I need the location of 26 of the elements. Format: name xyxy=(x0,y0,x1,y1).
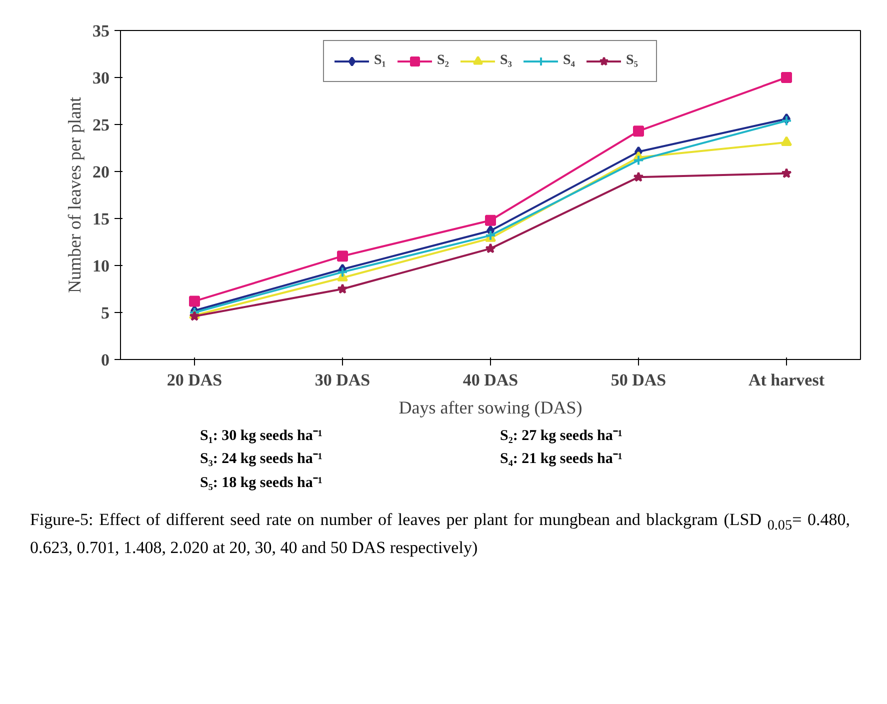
text: S₂: 27 kg seeds ha⁻¹ xyxy=(500,427,624,446)
legend-label: S₄ xyxy=(563,53,576,69)
text: S₄: 21 kg seeds ha⁻¹ xyxy=(500,450,624,470)
text: Figure-5: Effect of different seed rate on number of leaves per plant for mungbean and blackgram (LSD $_{0.05}$= 0.480, 0.623, 0.701, 1.408, 2.020 at 20, 30, 40 and 50 DAS respectively) xyxy=(30,510,850,557)
x-axis-title: Days after sowing (DAS) xyxy=(398,398,582,418)
text: S₅: 18 kg seeds ha⁻¹ xyxy=(200,474,324,493)
legend-label: S₃ xyxy=(500,53,513,69)
y-tick-label: 35 xyxy=(92,22,110,40)
y-tick-label: 15 xyxy=(92,210,110,228)
x-tick-label: At harvest xyxy=(748,370,825,390)
y-tick-label: 0 xyxy=(101,350,110,370)
text: S₁: 30 kg seeds ha⁻¹ xyxy=(200,427,324,446)
y-tick-label: 10 xyxy=(92,256,110,276)
legend-label: S₂ xyxy=(437,53,450,69)
y-tick-label: 30 xyxy=(92,68,110,88)
y-tick-label: 20 xyxy=(92,162,110,182)
x-tick-label: 30 DAS xyxy=(314,370,370,390)
x-tick-label: 40 DAS xyxy=(462,370,518,390)
y-tick-label: 25 xyxy=(92,116,110,134)
legend-label: S₅ xyxy=(626,53,639,69)
legend-label: S₁ xyxy=(374,53,387,69)
x-tick-label: 50 DAS xyxy=(610,370,666,390)
y-tick-label: 5 xyxy=(101,304,110,322)
y-axis-title: Number of leaves per plant xyxy=(64,97,84,293)
text: S₃: 24 kg seeds ha⁻¹ xyxy=(200,450,324,470)
x-tick-label: 20 DAS xyxy=(166,370,222,390)
